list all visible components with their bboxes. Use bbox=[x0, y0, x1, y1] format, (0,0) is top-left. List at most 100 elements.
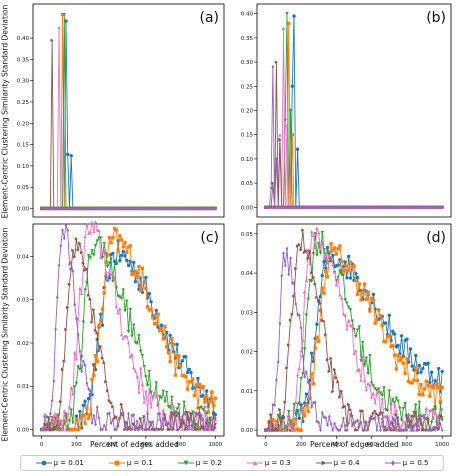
axes-frame bbox=[32, 223, 225, 437]
data-point bbox=[142, 400, 146, 404]
data-point bbox=[294, 205, 298, 210]
data-point bbox=[64, 427, 68, 432]
x-tick-label: 1000 bbox=[435, 442, 449, 448]
data-point bbox=[64, 327, 68, 332]
x-tick-label: 400 bbox=[331, 442, 342, 448]
data-point bbox=[269, 420, 273, 425]
y-tick-label: 0.30 bbox=[17, 79, 30, 85]
data-point bbox=[406, 360, 411, 364]
data-point bbox=[399, 423, 404, 427]
data-point bbox=[419, 413, 423, 418]
data-point bbox=[403, 205, 407, 210]
x-tick-label: 200 bbox=[71, 442, 82, 448]
data-point bbox=[100, 323, 105, 327]
data-point bbox=[83, 288, 87, 292]
data-point bbox=[306, 205, 310, 210]
data-point bbox=[184, 206, 188, 211]
data-point bbox=[193, 417, 196, 423]
data-point bbox=[196, 376, 200, 381]
data-point bbox=[269, 413, 273, 417]
data-point bbox=[184, 427, 188, 432]
data-point bbox=[196, 206, 200, 211]
data-point bbox=[329, 251, 333, 255]
data-point bbox=[359, 420, 363, 425]
data-point bbox=[347, 205, 351, 210]
data-point bbox=[327, 251, 332, 255]
data-point bbox=[287, 410, 291, 414]
data-point bbox=[112, 226, 117, 231]
data-point bbox=[59, 418, 63, 422]
data-point bbox=[287, 423, 291, 427]
data-point bbox=[354, 205, 358, 210]
data-point bbox=[168, 413, 172, 418]
data-point bbox=[433, 428, 437, 433]
data-point bbox=[271, 417, 275, 422]
data-point bbox=[354, 428, 358, 432]
data-point bbox=[319, 205, 322, 210]
data-point bbox=[292, 14, 296, 18]
data-point bbox=[308, 396, 312, 401]
data-point bbox=[373, 409, 377, 413]
data-point bbox=[87, 386, 90, 392]
data-point bbox=[412, 378, 416, 383]
data-point bbox=[92, 253, 96, 257]
series-1 bbox=[264, 21, 444, 210]
data-point bbox=[295, 147, 300, 151]
data-point bbox=[336, 247, 340, 251]
data-point bbox=[62, 12, 66, 17]
data-point bbox=[440, 428, 444, 433]
data-point bbox=[144, 427, 148, 432]
data-point bbox=[88, 256, 92, 260]
data-point bbox=[132, 260, 136, 265]
data-point bbox=[83, 206, 87, 211]
data-point bbox=[334, 283, 339, 287]
data-point bbox=[179, 418, 182, 423]
data-point bbox=[106, 206, 110, 211]
data-point bbox=[433, 410, 437, 415]
data-point bbox=[132, 271, 136, 276]
data-point bbox=[377, 205, 381, 210]
data-point bbox=[78, 425, 82, 430]
data-point bbox=[392, 402, 397, 406]
data-point bbox=[440, 205, 444, 210]
data-point bbox=[318, 301, 323, 306]
data-point bbox=[440, 407, 444, 411]
data-point bbox=[333, 421, 336, 426]
data-point bbox=[104, 427, 108, 432]
data-point bbox=[201, 417, 205, 423]
data-point bbox=[153, 206, 156, 211]
data-point bbox=[85, 222, 89, 226]
data-point bbox=[329, 205, 333, 210]
data-point bbox=[324, 415, 328, 420]
data-point bbox=[212, 206, 215, 211]
data-point bbox=[380, 393, 384, 398]
data-point bbox=[135, 374, 139, 379]
data-point bbox=[432, 425, 435, 430]
data-point bbox=[140, 382, 145, 386]
data-point bbox=[366, 205, 370, 210]
data-point bbox=[123, 254, 127, 258]
data-point bbox=[158, 329, 162, 333]
y-tick-label: 0.03 bbox=[17, 298, 30, 304]
data-point bbox=[439, 422, 442, 427]
data-point bbox=[119, 332, 124, 337]
data-point bbox=[182, 373, 186, 378]
data-point bbox=[78, 241, 82, 245]
data-point bbox=[104, 252, 108, 256]
data-point bbox=[297, 401, 302, 405]
data-point bbox=[187, 380, 191, 384]
data-point bbox=[416, 428, 419, 433]
data-point bbox=[315, 335, 319, 339]
data-point bbox=[118, 206, 122, 211]
data-point bbox=[398, 205, 402, 210]
data-point bbox=[52, 427, 56, 432]
data-point bbox=[199, 426, 204, 431]
data-point bbox=[74, 237, 79, 241]
data-point bbox=[175, 206, 179, 211]
y-tick-label: 0.04 bbox=[17, 254, 30, 260]
data-point bbox=[313, 246, 317, 250]
data-point bbox=[279, 420, 284, 424]
y-tick-label: 0.00 bbox=[241, 428, 254, 434]
data-point bbox=[144, 375, 148, 379]
data-point bbox=[364, 205, 368, 210]
